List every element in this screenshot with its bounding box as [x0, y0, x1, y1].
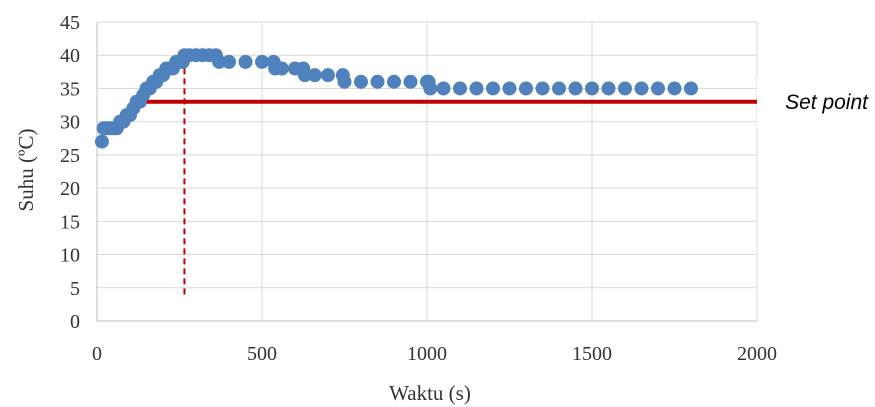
data-point — [535, 81, 550, 96]
data-point — [469, 81, 484, 96]
data-point — [423, 81, 438, 96]
y-tick-label: 20 — [60, 178, 80, 200]
data-point — [634, 81, 649, 96]
data-point — [212, 54, 227, 69]
data-point — [354, 74, 368, 89]
y-tick-label: 35 — [60, 78, 80, 100]
data-point — [552, 81, 566, 96]
x-tick-label: 1500 — [572, 343, 612, 365]
data-point — [238, 54, 253, 69]
y-tick-label: 40 — [60, 45, 80, 67]
data-point — [94, 134, 109, 149]
grid-lines — [97, 21, 758, 321]
data-point — [684, 81, 698, 96]
data-point — [436, 81, 451, 96]
y-tick-label: 45 — [60, 12, 80, 34]
data-point — [387, 74, 401, 89]
y-tick-label: 30 — [60, 112, 80, 134]
data-point — [321, 68, 335, 83]
data-point — [403, 74, 418, 89]
data-point — [222, 54, 236, 69]
data-point — [486, 81, 500, 96]
x-tick-label: 2000 — [737, 343, 777, 365]
data-point — [453, 81, 467, 96]
data-point — [502, 81, 517, 96]
y-axis-label: Suhu (ºC) — [14, 129, 38, 212]
data-point — [274, 61, 289, 76]
tick-labels: 0 5 10 15 20 25 30 35 40 45 0 500 1000 1500 2000 — [60, 12, 777, 365]
data-point — [601, 81, 616, 96]
data-point — [667, 81, 682, 96]
set-point-label: Set point — [785, 91, 869, 114]
data-point — [618, 81, 632, 96]
y-tick-label: 0 — [70, 311, 80, 333]
data-point — [568, 81, 583, 96]
data-point — [337, 74, 352, 89]
y-tick-label: 15 — [60, 211, 80, 233]
y-tick-label: 25 — [60, 145, 80, 167]
data-point — [297, 68, 312, 83]
x-tick-label: 500 — [247, 343, 277, 365]
data-point — [255, 54, 269, 69]
set-point-label-box: Set point — [757, 76, 875, 128]
y-tick-label: 5 — [70, 278, 80, 300]
data-point — [307, 68, 322, 83]
data-points — [94, 48, 698, 149]
data-point — [651, 81, 665, 96]
data-point — [519, 81, 533, 96]
x-tick-label: 1000 — [407, 343, 447, 365]
axes — [96, 22, 757, 322]
y-tick-label: 10 — [60, 245, 80, 267]
data-point — [370, 74, 385, 89]
x-axis-label: Waktu (s) — [389, 381, 471, 405]
data-point — [585, 81, 599, 96]
x-tick-label: 0 — [92, 343, 102, 365]
